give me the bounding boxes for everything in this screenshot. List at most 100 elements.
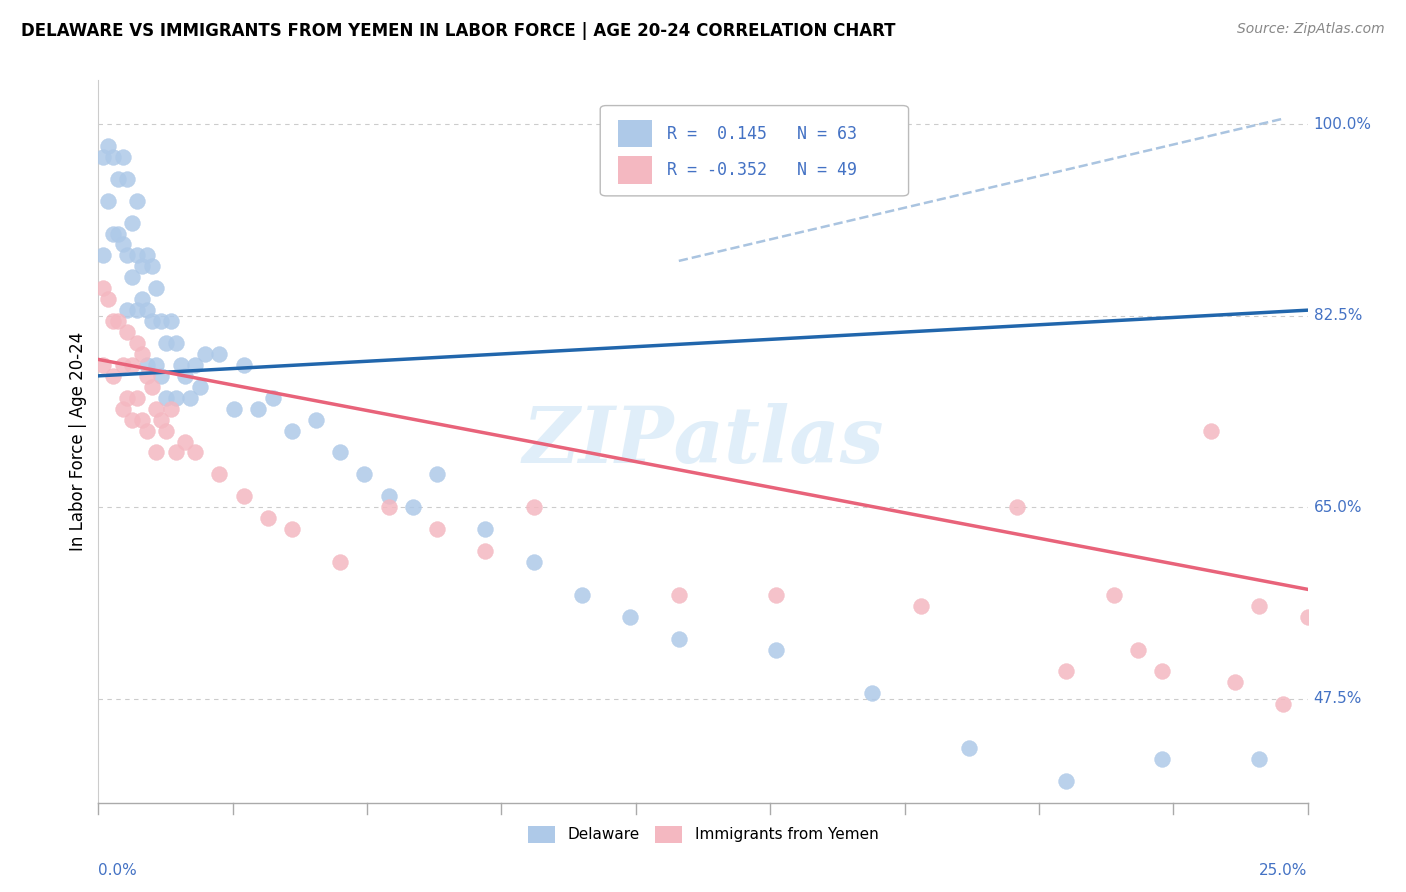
Point — [305, 412, 328, 426]
Point — [232, 489, 254, 503]
Point — [1296, 609, 1319, 624]
Point — [141, 260, 163, 274]
Point — [117, 391, 139, 405]
Text: 25.0%: 25.0% — [1260, 863, 1308, 878]
Point — [765, 642, 787, 657]
Point — [377, 489, 399, 503]
Point — [127, 248, 149, 262]
Point — [957, 741, 980, 756]
Point — [619, 609, 641, 624]
Point — [131, 260, 153, 274]
Y-axis label: In Labor Force | Age 20-24: In Labor Force | Age 20-24 — [69, 332, 87, 551]
Point — [571, 588, 593, 602]
Text: Source: ZipAtlas.com: Source: ZipAtlas.com — [1237, 22, 1385, 37]
Point — [91, 358, 114, 372]
Point — [127, 303, 149, 318]
Point — [127, 336, 149, 351]
Point — [155, 424, 177, 438]
Point — [127, 391, 149, 405]
Point — [188, 380, 211, 394]
Point — [329, 555, 352, 569]
Point — [121, 412, 143, 426]
Point — [107, 314, 129, 328]
Point — [1199, 424, 1222, 438]
Point — [194, 347, 217, 361]
Text: R = -0.352   N = 49: R = -0.352 N = 49 — [666, 161, 856, 179]
Point — [141, 314, 163, 328]
Point — [107, 227, 129, 241]
Point — [135, 358, 157, 372]
Point — [910, 599, 932, 613]
Point — [1152, 752, 1174, 766]
Point — [281, 522, 304, 536]
Point — [111, 401, 134, 416]
Point — [155, 391, 177, 405]
Point — [474, 544, 496, 558]
Text: 65.0%: 65.0% — [1313, 500, 1362, 515]
Point — [160, 314, 183, 328]
Point — [1223, 675, 1246, 690]
Point — [131, 412, 153, 426]
Point — [111, 237, 134, 252]
Point — [184, 358, 207, 372]
Point — [1054, 665, 1077, 679]
Text: ZIP​atlas: ZIP​atlas — [522, 403, 884, 480]
Point — [1007, 500, 1029, 515]
Point — [101, 368, 124, 383]
Point — [1054, 773, 1077, 788]
Point — [247, 401, 270, 416]
Point — [1249, 599, 1271, 613]
Point — [174, 434, 197, 449]
Point — [150, 412, 173, 426]
Point — [155, 336, 177, 351]
Point — [222, 401, 245, 416]
Point — [135, 368, 157, 383]
Point — [474, 522, 496, 536]
Point — [91, 248, 114, 262]
Point — [111, 358, 134, 372]
Point — [97, 292, 120, 306]
Point — [121, 270, 143, 285]
Point — [117, 171, 139, 186]
Point — [97, 139, 120, 153]
Point — [117, 325, 139, 339]
Point — [165, 391, 187, 405]
Point — [165, 445, 187, 459]
Text: 82.5%: 82.5% — [1313, 308, 1362, 323]
Point — [232, 358, 254, 372]
Point — [165, 336, 187, 351]
Point — [256, 511, 278, 525]
Point — [91, 281, 114, 295]
Point — [135, 424, 157, 438]
Point — [101, 314, 124, 328]
Text: 47.5%: 47.5% — [1313, 691, 1362, 706]
Point — [208, 347, 231, 361]
Point — [179, 391, 201, 405]
Point — [426, 467, 449, 482]
Text: DELAWARE VS IMMIGRANTS FROM YEMEN IN LABOR FORCE | AGE 20-24 CORRELATION CHART: DELAWARE VS IMMIGRANTS FROM YEMEN IN LAB… — [21, 22, 896, 40]
Point — [169, 358, 191, 372]
Point — [174, 368, 197, 383]
Point — [145, 401, 167, 416]
Point — [135, 248, 157, 262]
Point — [377, 500, 399, 515]
Point — [426, 522, 449, 536]
Point — [107, 171, 129, 186]
Point — [402, 500, 425, 515]
Point — [145, 281, 167, 295]
Point — [117, 303, 139, 318]
Point — [121, 216, 143, 230]
Legend: Delaware, Immigrants from Yemen: Delaware, Immigrants from Yemen — [522, 820, 884, 849]
Point — [101, 150, 124, 164]
Point — [97, 194, 120, 208]
Point — [91, 150, 114, 164]
Point — [668, 632, 690, 646]
Point — [1128, 642, 1150, 657]
Point — [150, 368, 173, 383]
Point — [131, 347, 153, 361]
Point — [150, 314, 173, 328]
Point — [111, 150, 134, 164]
Point — [281, 424, 304, 438]
Point — [1272, 698, 1295, 712]
Point — [523, 500, 546, 515]
